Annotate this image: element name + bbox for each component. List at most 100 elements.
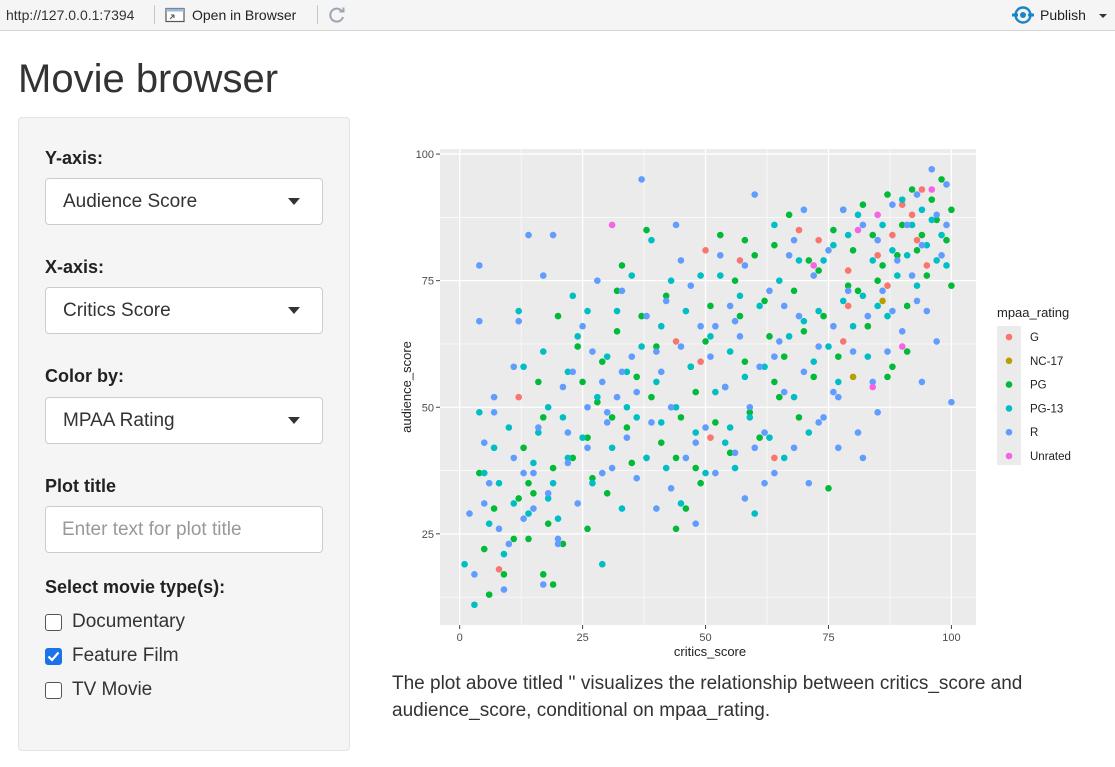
x-axis-select[interactable]: Critics Score <box>45 287 323 334</box>
plot-title-input[interactable] <box>45 506 323 553</box>
data-point-pg <box>662 292 670 300</box>
data-point-pg <box>594 398 601 406</box>
data-point-pg <box>776 393 783 401</box>
data-point-pg-13 <box>657 322 665 330</box>
data-point-g <box>736 257 744 264</box>
data-point-r <box>874 409 881 416</box>
data-point-r <box>898 327 906 335</box>
data-point-pg <box>539 414 547 421</box>
data-point-pg-13 <box>721 439 729 447</box>
data-point-pg <box>943 236 950 244</box>
data-point-pg-13 <box>785 333 793 340</box>
data-point-pg-13 <box>564 454 572 462</box>
data-point-r <box>800 206 808 214</box>
data-point-r <box>766 287 773 295</box>
data-point-pg <box>948 206 955 214</box>
data-point-r <box>574 500 581 507</box>
checkbox-tv-movie[interactable]: TV Movie <box>45 679 152 701</box>
data-point-pg-13 <box>913 282 921 290</box>
data-point-pg <box>785 211 793 219</box>
data-point-pg-13 <box>771 221 778 229</box>
data-point-pg <box>697 479 704 487</box>
data-point-pg <box>844 282 852 290</box>
data-point-pg <box>884 191 891 198</box>
data-point-pg-13 <box>702 469 709 477</box>
data-point-pg-13 <box>544 403 552 411</box>
data-point-pg-13 <box>756 302 763 310</box>
data-point-r <box>638 176 645 183</box>
data-point-r <box>594 277 601 284</box>
data-point-pg-13 <box>716 272 724 279</box>
data-point-pg-13 <box>943 262 950 269</box>
data-point-pg-13 <box>933 257 940 264</box>
data-point-g <box>913 236 921 244</box>
data-point-pg-13 <box>520 363 527 371</box>
data-point-pg <box>869 231 877 239</box>
data-point-r <box>539 272 547 279</box>
data-point-pg <box>633 373 640 381</box>
checkbox-box[interactable] <box>45 613 62 631</box>
data-point-r <box>741 495 749 502</box>
grid-lines <box>440 149 976 625</box>
data-point-r <box>530 505 537 512</box>
publish-icon <box>1012 6 1034 24</box>
legend-label: PG <box>1030 380 1047 392</box>
data-point-r <box>761 429 768 436</box>
data-point-pg-13 <box>790 393 798 401</box>
data-point-pg-13 <box>495 479 503 487</box>
data-point-pg-13 <box>741 373 749 381</box>
page-title: Movie browser <box>18 57 279 101</box>
data-point-r <box>480 500 488 507</box>
data-point-pg <box>825 484 832 492</box>
legend-label: PG-13 <box>1030 403 1063 415</box>
data-point-g <box>908 211 916 219</box>
data-point-r <box>633 388 640 396</box>
data-point-r <box>471 571 478 578</box>
open-in-browser-button[interactable]: Open in Browser <box>165 4 296 26</box>
data-point-pg-13 <box>603 353 611 360</box>
open-in-browser-label: Open in Browser <box>192 7 297 23</box>
data-point-pg-13 <box>579 434 586 441</box>
checkbox-documentary[interactable]: Documentary <box>45 611 185 633</box>
data-point-r <box>657 368 665 376</box>
checkbox-box[interactable] <box>45 681 62 699</box>
data-point-pg-13 <box>653 378 660 386</box>
data-point-r <box>603 409 611 416</box>
data-point-r <box>731 449 739 457</box>
data-point-pg-13 <box>672 403 680 411</box>
data-point-unrated <box>810 262 818 269</box>
color-by-select[interactable]: MPAA Rating <box>45 397 323 444</box>
data-point-pg-13 <box>859 292 867 300</box>
data-point-pg-13 <box>633 414 640 421</box>
publish-menu-chevron-down-icon[interactable] <box>1098 8 1108 24</box>
data-point-pg-13 <box>500 550 508 558</box>
toolbar-divider <box>317 5 318 24</box>
data-point-pg <box>938 176 945 183</box>
data-point-g <box>923 262 931 269</box>
data-point-r <box>820 414 827 421</box>
checkbox-box[interactable] <box>45 647 62 665</box>
scatter-plot: 0 25 50 75 100 25 50 75 100 critics_score audie… <box>399 149 1071 659</box>
checkbox-label: TV Movie <box>72 679 153 700</box>
data-point-pg <box>751 252 759 259</box>
data-point-g <box>795 226 803 234</box>
url-text[interactable]: http://127.0.0.1:7394 <box>6 7 135 23</box>
data-point-pg <box>584 434 591 441</box>
data-point-pg <box>756 434 763 441</box>
y-axis-select[interactable]: Audience Score <box>45 178 323 225</box>
publish-button[interactable]: Publish <box>1012 4 1086 26</box>
data-point-pg <box>702 338 709 345</box>
data-point-r <box>476 317 483 325</box>
data-point-r <box>584 444 591 452</box>
data-point-pg <box>771 378 778 386</box>
data-point-pg <box>859 201 867 209</box>
data-point-g <box>697 358 704 365</box>
y-tick-label: 50 <box>422 402 434 414</box>
checkbox-label: Feature Film <box>72 645 179 666</box>
data-point-pg <box>549 581 557 588</box>
refresh-icon[interactable] <box>327 5 347 28</box>
data-point-r <box>746 403 754 411</box>
data-point-pg <box>672 454 680 462</box>
checkbox-feature-film[interactable]: Feature Film <box>45 645 179 667</box>
x-tick-label: 0 <box>457 632 463 644</box>
